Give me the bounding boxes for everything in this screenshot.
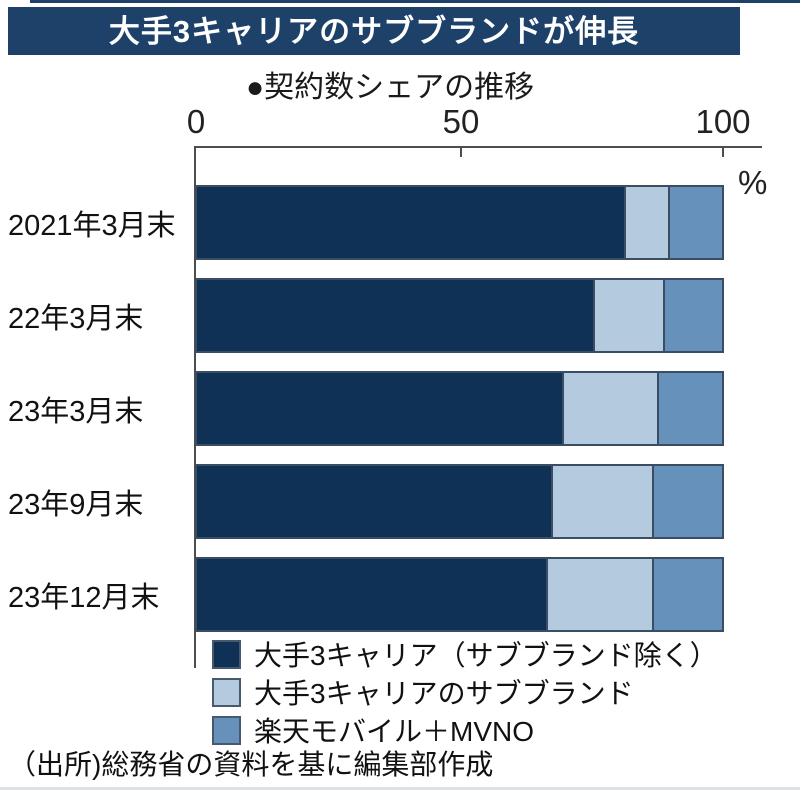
bar-segment-series0 [197,280,593,351]
legend-swatch-series1 [212,677,241,707]
legend-item: 大手3キャリアのサブブランド [212,675,718,709]
legend-label: 楽天モバイル＋MVNO [254,716,535,747]
bar-row [195,464,724,539]
x-axis-tick-100: 100 [695,103,751,140]
category-label: 23年12月末 [8,581,160,614]
source-note: （出所)総務省の資料を基に編集部作成 [8,749,494,780]
x-axis-tick-50: 50 [442,103,480,140]
bar-row [195,371,724,446]
category-label: 2021年3月末 [8,209,176,242]
bar-segment-series1 [561,373,658,444]
bar-segment-series2 [652,466,722,537]
bar-segment-series0 [197,559,547,630]
bar-row [195,557,724,632]
legend-label: 大手3キャリア（サブブランド除く） [254,640,718,671]
legend-label: 大手3キャリアのサブブランド [254,678,634,709]
bar-segment-series2 [662,280,722,351]
bar-segment-series1 [546,559,653,630]
chart-title-banner: 大手3キャリアのサブブランドが伸長 [8,7,740,55]
bar-segment-series1 [624,187,668,258]
category-label: 23年9月末 [8,488,144,521]
x-axis-tick-0: 0 [186,103,206,140]
bar-segment-series1 [592,280,663,351]
bar-row [195,185,724,260]
category-label: 23年3月末 [8,395,144,428]
bottom-rule [0,787,800,790]
legend-item: 楽天モバイル＋MVNO [212,713,718,747]
x-axis-tickmark-50 [460,147,462,157]
x-axis-line [194,146,762,148]
unit-label: % [738,164,768,201]
x-axis-tickmark-100 [722,147,724,157]
legend-item: 大手3キャリア（サブブランド除く） [212,637,718,671]
bar-segment-series2 [652,559,722,630]
chart-subtitle: ●契約数シェアの推移 [246,71,535,104]
bar-segment-series2 [657,373,722,444]
legend-swatch-series2 [212,715,241,745]
category-label: 22年3月末 [8,302,144,335]
bar-row [195,278,724,353]
bar-segment-series0 [197,466,552,537]
legend-swatch-series0 [212,639,241,669]
top-rule [30,0,800,3]
page-title: 大手3キャリアのサブブランドが伸長 [108,14,640,49]
bar-segment-series0 [197,187,625,258]
bar-segment-series2 [667,187,722,258]
bar-segment-series0 [197,373,562,444]
legend: 大手3キャリア（サブブランド除く） 大手3キャリアのサブブランド 楽天モバイル＋MV… [212,637,718,751]
bar-segment-series1 [551,466,653,537]
